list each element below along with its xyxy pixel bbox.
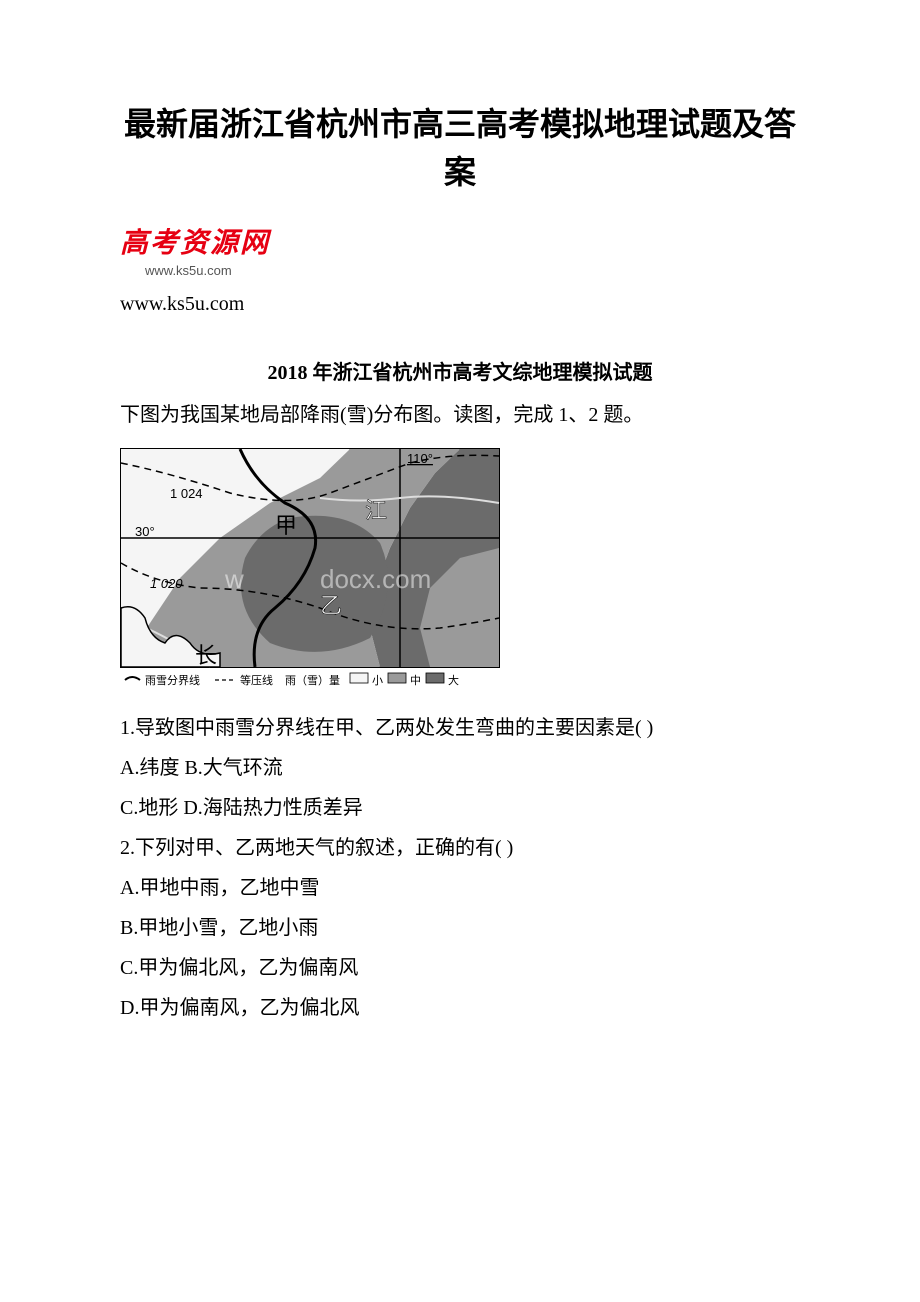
svg-text:雨（雪）量: 雨（雪）量 bbox=[285, 674, 340, 687]
q2-optB: B.甲地小雪，乙地小雨 bbox=[120, 908, 800, 948]
logo-url-small: www.ks5u.com bbox=[145, 263, 800, 278]
svg-text:长: 长 bbox=[195, 643, 217, 668]
svg-text:1 024: 1 024 bbox=[170, 486, 203, 501]
q1-optAB: A.纬度 B.大气环流 bbox=[120, 748, 800, 788]
svg-text:江: 江 bbox=[365, 498, 387, 523]
svg-text:等压线: 等压线 bbox=[240, 673, 273, 687]
logo-cn-text: 高考资源网 bbox=[120, 221, 800, 261]
url-text: www.ks5u.com bbox=[120, 293, 800, 316]
q1-stem: 1.导致图中雨雪分界线在甲、乙两处发生弯曲的主要因素是( ) bbox=[120, 708, 800, 748]
svg-text:乙: 乙 bbox=[320, 593, 342, 618]
q2-stem: 2.下列对甲、乙两地天气的叙述，正确的有( ) bbox=[120, 828, 800, 868]
sub-title: 2018 年浙江省杭州市高考文综地理模拟试题 bbox=[120, 356, 800, 385]
svg-text:雨雪分界线: 雨雪分界线 bbox=[145, 673, 200, 687]
svg-text:小: 小 bbox=[372, 674, 383, 687]
q2-optA: A.甲地中雨，乙地中雪 bbox=[120, 868, 800, 908]
main-title: 最新届浙江省杭州市高三高考模拟地理试题及答案 bbox=[120, 100, 800, 196]
logo-block: 高考资源网 www.ks5u.com bbox=[120, 221, 800, 278]
svg-text:1 020: 1 020 bbox=[150, 576, 183, 591]
svg-text:110°: 110° bbox=[407, 451, 433, 466]
q2-optD: D.甲为偏南风，乙为偏北风 bbox=[120, 988, 800, 1028]
svg-text:w: w bbox=[224, 564, 244, 594]
svg-text:docx.com: docx.com bbox=[320, 564, 431, 594]
svg-text:中: 中 bbox=[410, 674, 421, 687]
intro-text: 下图为我国某地局部降雨(雪)分布图。读图，完成 1、2 题。 bbox=[120, 397, 800, 433]
q2-optC: C.甲为偏北风，乙为偏南风 bbox=[120, 948, 800, 988]
map-figure: 30° 110° 1 024 1 020 甲 江 乙 长 w docx.com … bbox=[120, 448, 800, 693]
svg-text:甲: 甲 bbox=[275, 513, 297, 538]
q1-optCD: C.地形 D.海陆热力性质差异 bbox=[120, 788, 800, 828]
svg-text:30°: 30° bbox=[135, 524, 155, 539]
svg-text:大: 大 bbox=[448, 673, 459, 687]
